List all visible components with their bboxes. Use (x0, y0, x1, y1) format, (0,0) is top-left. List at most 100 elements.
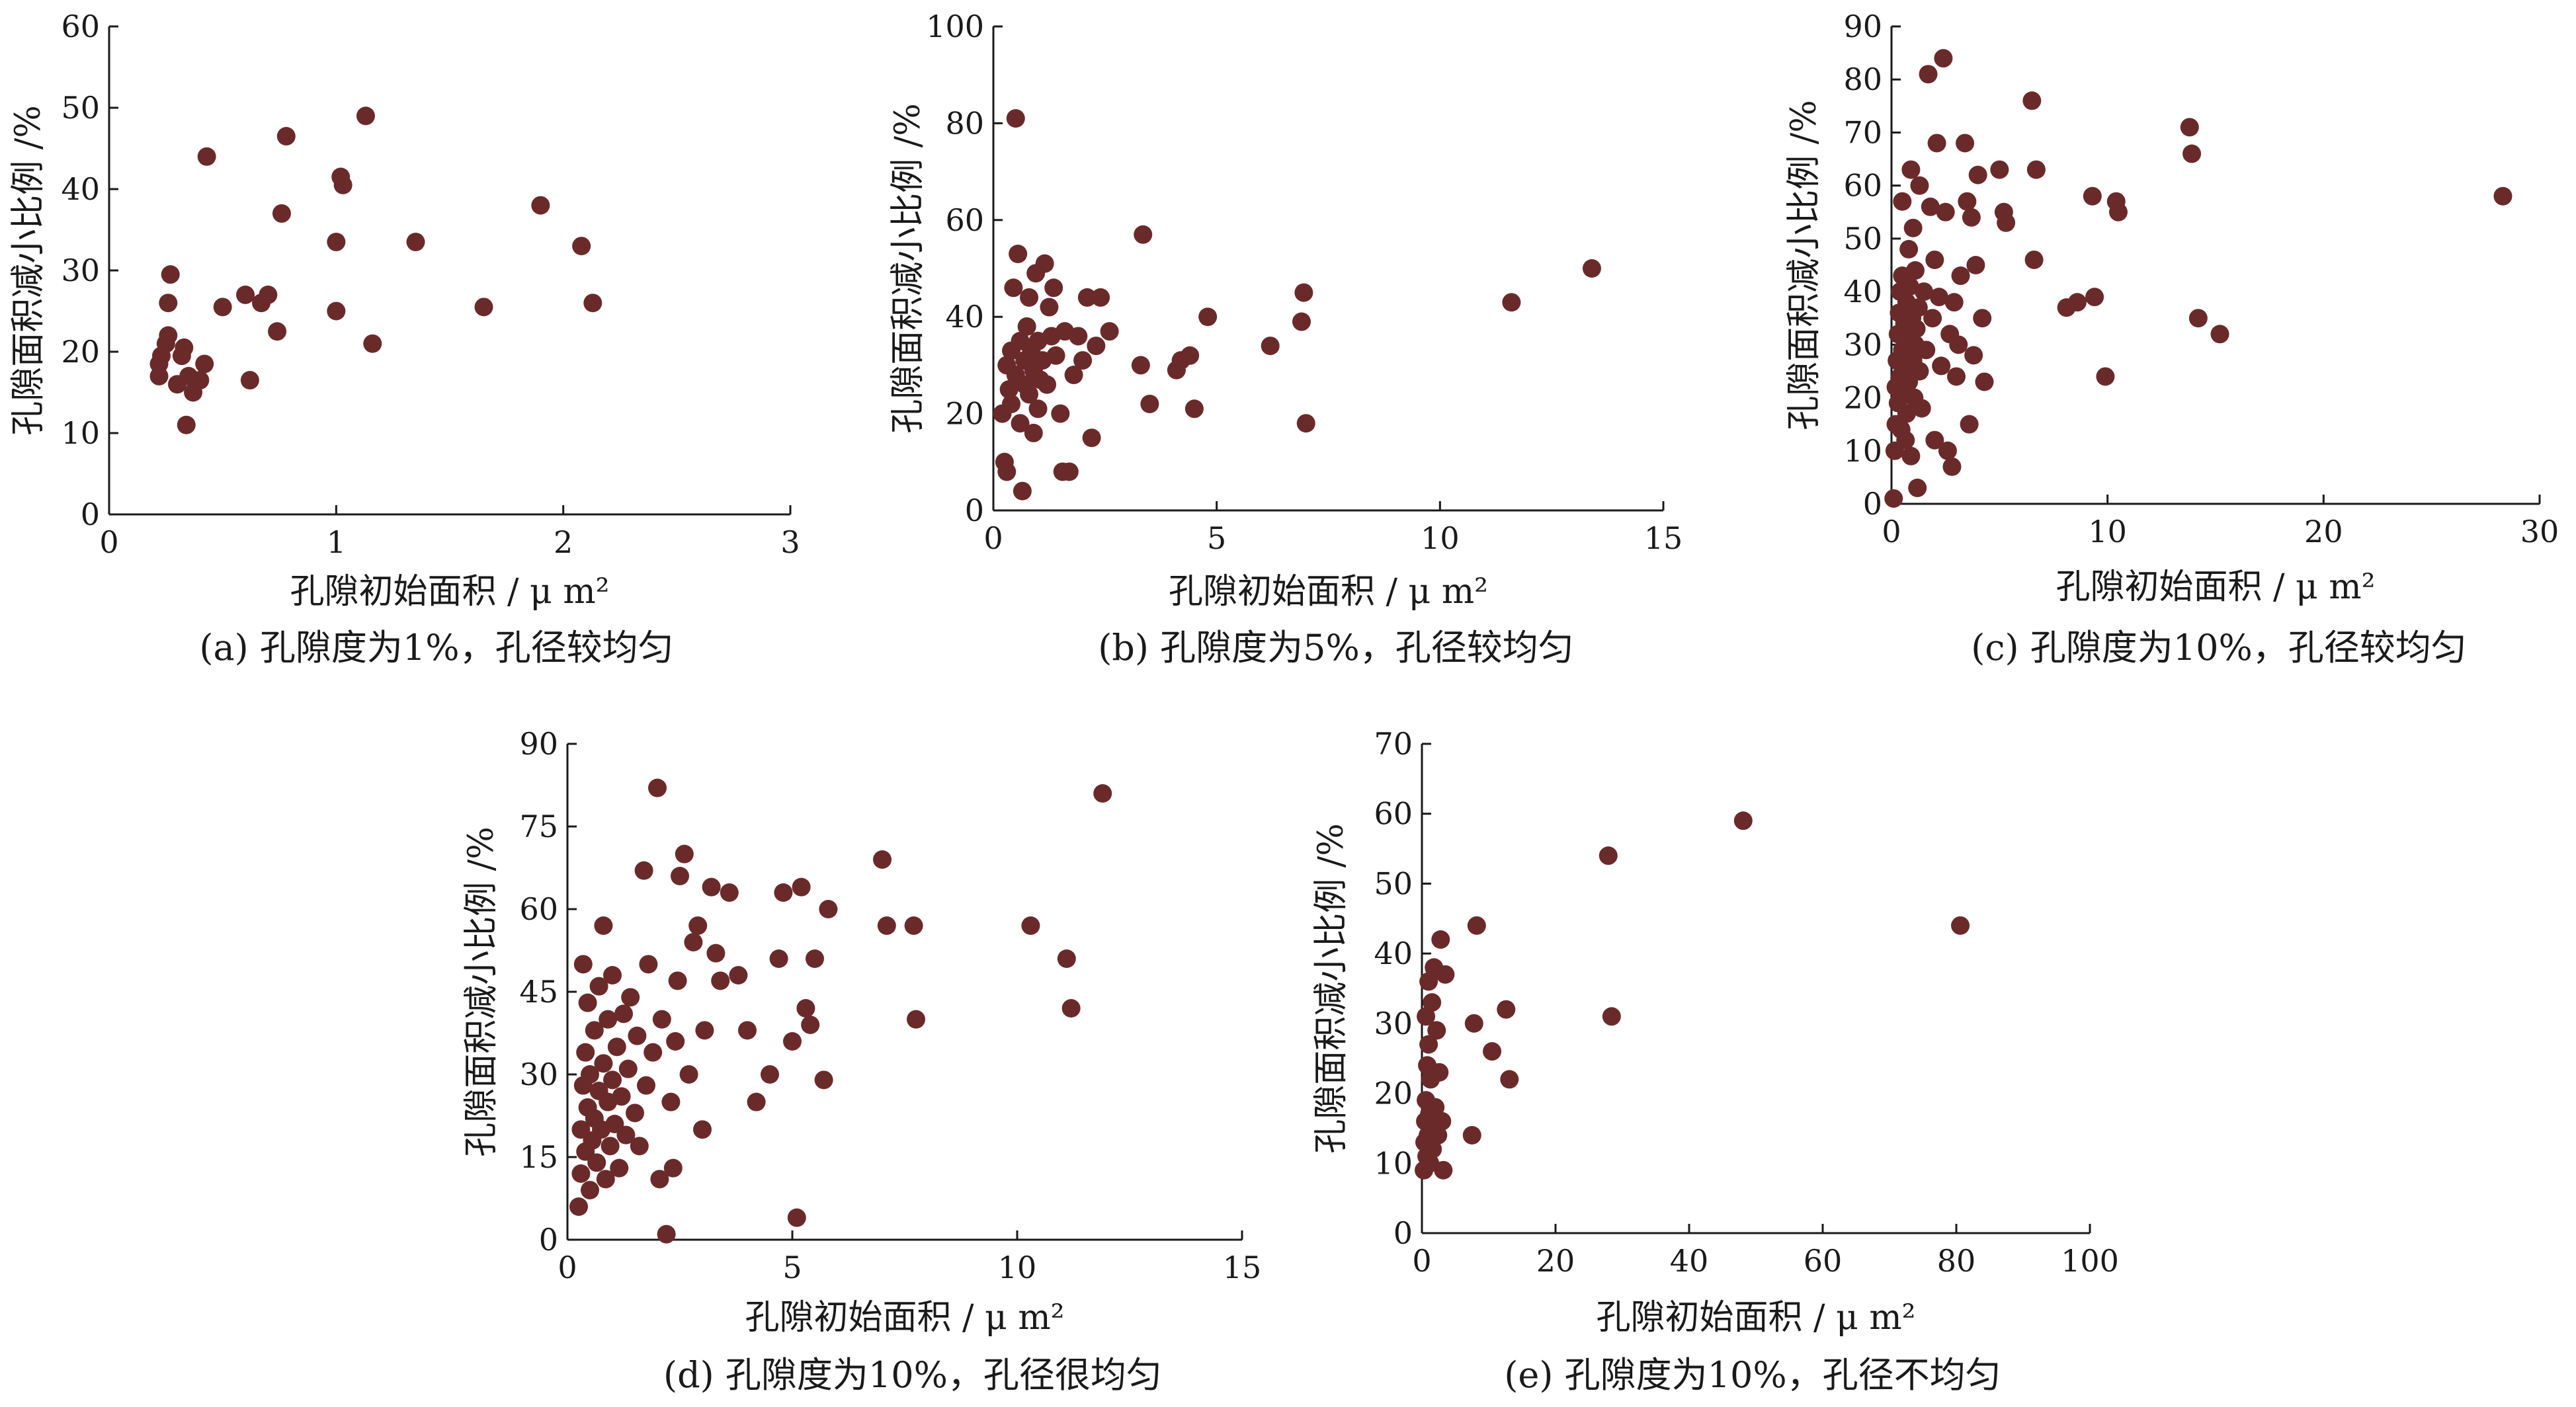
scatter-point (1893, 192, 1912, 211)
scatter-point (747, 1092, 766, 1111)
scatter-point (572, 237, 591, 256)
scatter-point (684, 933, 703, 951)
scatter-point (1296, 414, 1315, 433)
scatter-point (706, 944, 726, 963)
scatter-point (1131, 356, 1150, 375)
scatter-point (1483, 1042, 1502, 1061)
scatter-point (1181, 346, 1200, 365)
scatter-point (1900, 277, 1919, 296)
scatter-point (177, 415, 196, 434)
scatter-point (1061, 999, 1081, 1018)
scatter-point (2022, 91, 2042, 110)
scatter-point (1927, 134, 1946, 153)
scatter-point (1028, 399, 1048, 419)
scatter-point (1134, 225, 1153, 244)
y-tick-label: 30 (519, 1057, 558, 1092)
scatter-point (663, 1158, 683, 1178)
scatter-point (1261, 337, 1280, 356)
scatter-point (650, 1170, 669, 1189)
x-tick-label: 40 (1670, 1243, 1709, 1279)
scatter-point (213, 298, 232, 317)
y-tick-label: 0 (539, 1222, 558, 1258)
scatter-point (2067, 293, 2087, 312)
scatter-point (1073, 351, 1093, 370)
scatter-point (1038, 375, 1057, 394)
y-tick-label: 80 (945, 105, 984, 141)
y-tick-label: 20 (945, 396, 984, 432)
scatter-point (1040, 298, 1059, 317)
scatter-point (1929, 288, 1948, 307)
x-tick-label: 0 (558, 1250, 577, 1285)
y-tick-label: 70 (1843, 114, 1882, 150)
scatter-point (675, 844, 694, 864)
panel-caption-b: (b) 孔隙度为5%，孔径较均匀 (1098, 627, 1574, 668)
scatter-point (626, 1104, 644, 1123)
scatter-point (1602, 1007, 1621, 1026)
scatter-point (614, 1004, 633, 1024)
scatter-point (1990, 160, 2009, 179)
scatter-point (531, 196, 550, 215)
scatter-point (581, 1181, 599, 1199)
x-tick-label: 2 (554, 524, 573, 560)
scatter-point (819, 900, 838, 918)
y-tick-label: 20 (1843, 380, 1882, 416)
scatter-point (628, 1026, 647, 1045)
scatter-point (276, 127, 296, 146)
scatter-point (1938, 441, 1957, 460)
scatter-point (607, 1037, 626, 1057)
scatter-point (1932, 356, 1951, 376)
scatter-point (589, 977, 608, 996)
scatter-point (1925, 430, 1944, 450)
scatter-point (877, 916, 896, 935)
scatter-point (1975, 372, 1994, 391)
scatter-point (259, 285, 278, 304)
scatter-point (1884, 489, 1903, 508)
scatter-point (1013, 481, 1032, 501)
scatter-point (1423, 1140, 1442, 1159)
scatter-point (2026, 160, 2046, 179)
y-tick-label: 30 (1374, 1006, 1413, 1041)
scatter-point (2180, 118, 2199, 137)
scatter-point (1294, 283, 1313, 302)
scatter-point (711, 971, 730, 990)
x-tick-label: 15 (1223, 1250, 1262, 1285)
scatter-point (630, 1137, 649, 1156)
scatter-point (787, 1208, 806, 1227)
scatter-point (997, 462, 1017, 481)
scatter-point (2096, 367, 2115, 386)
y-tick-label: 50 (61, 90, 100, 126)
y-tick-label: 0 (81, 497, 100, 532)
scatter-point (1064, 366, 1083, 385)
scatter-point (1925, 250, 1944, 269)
scatter-point (1500, 1070, 1519, 1089)
y-tick-label: 60 (519, 891, 558, 927)
scatter-point (1910, 362, 1929, 381)
scatter-point (594, 1054, 613, 1073)
scatter-point (1082, 428, 1101, 448)
scatter-point (1903, 218, 1923, 237)
x-tick-label: 0 (1412, 1243, 1431, 1279)
x-tick-label: 10 (998, 1250, 1037, 1285)
y-tick-label: 10 (61, 415, 100, 451)
scatter-point (1429, 1126, 1448, 1145)
scatter-point (702, 877, 721, 897)
scatter-point (1184, 399, 1204, 419)
scatter-point (1077, 288, 1097, 307)
x-tick-label: 10 (2088, 514, 2127, 549)
scatter-point (1923, 309, 1942, 328)
scatter-point (1100, 322, 1119, 341)
scatter-point (612, 1087, 631, 1106)
x-tick-label: 0 (983, 520, 1003, 556)
scatter-point (1497, 1000, 1516, 1019)
y-tick-label: 60 (61, 9, 100, 44)
scatter-point (272, 204, 291, 223)
x-tick-label: 80 (1937, 1243, 1976, 1279)
scatter-point (1044, 278, 1063, 298)
chart-panel-b: 0 5 10 15 0 20 40 60 80 100 孔隙初始面积 / μ m² 孔隙面积减小比例 … (888, 9, 1683, 668)
scatter-point (1502, 293, 1521, 312)
scatter-point (904, 916, 923, 935)
y-tick-label: 0 (1393, 1215, 1413, 1251)
scatter-point (327, 302, 346, 321)
scatter-point (1907, 319, 1926, 339)
